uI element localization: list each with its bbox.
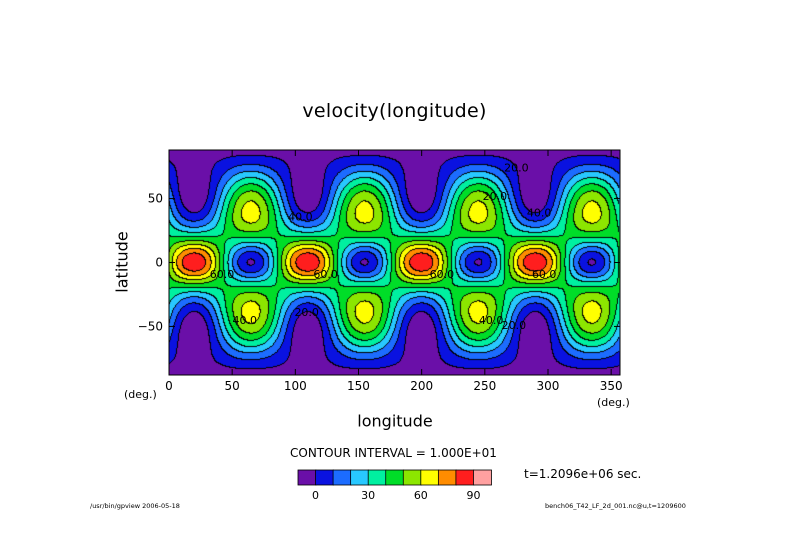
- contour-interval-label: CONTOUR INTERVAL = 1.000E+01: [290, 446, 497, 460]
- y-tick-label: 0: [155, 256, 163, 270]
- colorbar-tick-label: 0: [312, 489, 319, 502]
- x-axis-label: longitude: [357, 411, 433, 431]
- colorbar-swatch: [437, 469, 457, 486]
- contour-label: 60.0: [313, 268, 338, 281]
- x-tick-label: 300: [537, 379, 560, 393]
- x-tick-label: 0: [165, 379, 173, 393]
- colorbar-swatch: [297, 469, 317, 486]
- contour-label: 60.0: [430, 268, 455, 281]
- colorbar-swatch: [332, 469, 352, 486]
- x-tick-label: 50: [225, 379, 240, 393]
- x-axis-unit-left: (deg.): [124, 388, 157, 401]
- y-tick-label: 50: [148, 192, 163, 206]
- chart-title: velocity(longitude): [302, 100, 487, 122]
- footer-left: /usr/bin/gpview 2006-05-18: [90, 502, 180, 510]
- colorbar-swatch: [420, 469, 440, 486]
- colorbar-swatch: [455, 469, 475, 486]
- contour-label: 20.0: [483, 190, 508, 203]
- contour-label: 40.0: [233, 314, 258, 327]
- footer-right: bench06_T42_LF_2d_001.nc@u,t=1209600: [545, 502, 686, 510]
- contour-label: 40.0: [479, 314, 504, 327]
- x-tick-label: 200: [410, 379, 433, 393]
- colorbar-swatch: [367, 469, 387, 486]
- x-tick-label: 150: [347, 379, 370, 393]
- colorbar-swatch: [473, 469, 492, 486]
- colorbar-swatch: [315, 469, 334, 486]
- colorbar-tick-label: 30: [361, 489, 375, 502]
- contour-label: 40.0: [288, 210, 313, 223]
- colorbar-swatch: [350, 469, 370, 486]
- time-label: t=1.2096e+06 sec.: [524, 467, 642, 481]
- contour-label: 40.0: [527, 206, 552, 219]
- x-tick-label: 250: [473, 379, 496, 393]
- colorbar-swatch: [402, 469, 422, 486]
- contour-label: 20.0: [502, 319, 527, 332]
- contour-label: 60.0: [210, 268, 235, 281]
- colorbar-tick-label: 90: [466, 489, 480, 502]
- x-axis-unit-right: (deg.): [597, 396, 630, 409]
- contour-label: 60.0: [532, 268, 557, 281]
- y-tick-label: −50: [138, 319, 163, 333]
- colorbar-swatch: [385, 469, 405, 486]
- x-tick-label: 100: [284, 379, 307, 393]
- contour-label: 20.0: [504, 162, 529, 175]
- contour-field-image: [169, 150, 620, 375]
- contour-label: 20.0: [294, 306, 319, 319]
- x-tick-label: 350: [600, 379, 623, 393]
- colorbar-tick-label: 60: [414, 489, 428, 502]
